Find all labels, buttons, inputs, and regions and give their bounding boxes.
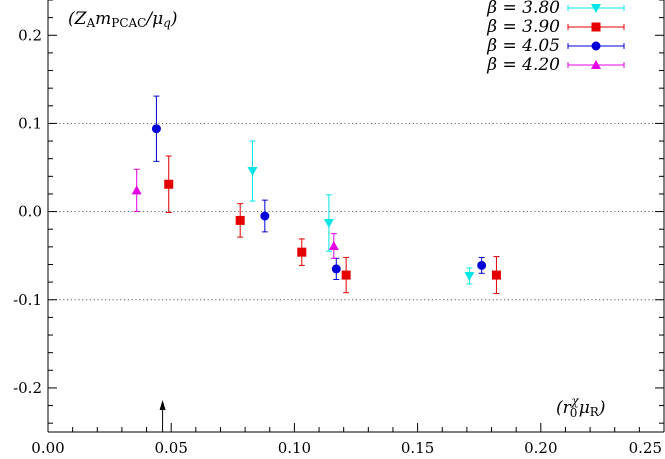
- x-tick-label: 0.20: [524, 439, 557, 457]
- data-point: [477, 260, 487, 270]
- legend-marker: [591, 22, 601, 32]
- data-point: [297, 247, 307, 257]
- x-tick-label: 0.15: [401, 439, 434, 457]
- tick-marks: [47, 0, 665, 432]
- data-point: [235, 215, 245, 225]
- series-2: [164, 155, 501, 295]
- data-point: [131, 185, 142, 195]
- legend: β = 3.80β = 3.90β = 4.05β = 4.20: [486, 0, 625, 75]
- data-point: [341, 270, 351, 280]
- legend-label: β = 3.90: [486, 17, 560, 37]
- grid-lines: [48, 122, 664, 301]
- legend-label: β = 4.20: [486, 55, 560, 75]
- data-point: [331, 264, 341, 274]
- data-point: [151, 124, 161, 134]
- y-tick-label: -0.2: [13, 379, 42, 397]
- legend-marker: [591, 4, 601, 13]
- legend-marker: [591, 60, 601, 69]
- x-quantity-annotation: (r0χμR): [556, 394, 605, 420]
- legend-label: β = 4.05: [486, 36, 560, 56]
- y-quantity-annotation: (ZAmPCAC/μq): [68, 9, 177, 30]
- legend-entry: β = 4.05: [486, 36, 625, 56]
- data-point: [464, 271, 475, 281]
- x-tick-label: 0.25: [629, 439, 662, 457]
- legend-label: β = 3.80: [486, 0, 560, 18]
- arrow-head: [159, 400, 166, 410]
- series-3: [151, 95, 487, 280]
- x-tick-label: 0.00: [31, 439, 64, 457]
- y-tick-label: -0.1: [13, 291, 42, 309]
- data-point: [260, 211, 270, 221]
- x-tick-label: 0.10: [278, 439, 311, 457]
- series-4: [131, 168, 339, 259]
- data-point: [323, 219, 334, 229]
- legend-entry: β = 3.80: [486, 0, 625, 18]
- legend-entry: β = 4.20: [486, 55, 625, 75]
- tick-labels: 0.2 0.1 0.0 -0.1 -0.2 0.00 0.05 0.10 0.15 0.20 0.2…: [13, 26, 662, 457]
- legend-marker: [591, 41, 601, 51]
- data-point: [328, 240, 339, 250]
- y-tick-label: 0.0: [18, 203, 42, 221]
- legend-entry: β = 3.90: [486, 17, 625, 37]
- y-tick-label: 0.2: [18, 26, 42, 44]
- axes: [47, 0, 665, 433]
- series-1: [247, 140, 475, 285]
- data-points: [131, 95, 501, 295]
- y-tick-label: 0.1: [18, 114, 42, 132]
- x-tick-label: 0.05: [154, 439, 187, 457]
- data-point: [164, 179, 174, 189]
- data-point: [247, 167, 258, 177]
- arrow-marker: [159, 400, 166, 432]
- data-point: [491, 270, 501, 280]
